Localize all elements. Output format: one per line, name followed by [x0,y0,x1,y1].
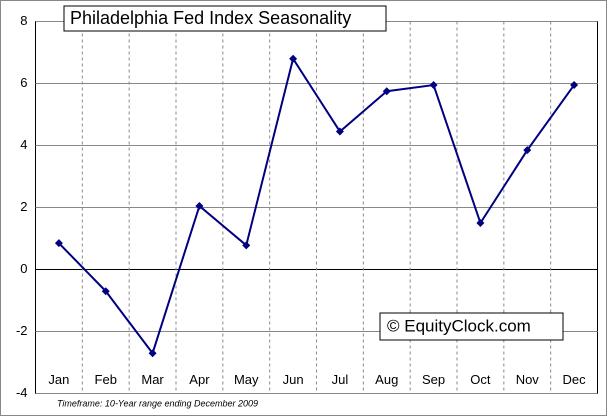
x-tick-label: Sep [422,372,445,387]
grid [35,21,598,394]
annotation: © EquityClock.com [387,316,531,335]
data-point [148,349,157,358]
x-tick-label: Jan [48,372,69,387]
marks [54,54,579,358]
data-point [476,219,485,227]
chart-title: Philadelphia Fed Index Seasonality [70,8,351,28]
y-tick-label: 6 [20,75,27,90]
x-tick-label: Aug [375,372,398,387]
data-point [54,239,63,248]
series-line [58,56,575,356]
data-point [429,81,438,90]
y-tick-label: 8 [20,13,27,28]
x-tick-label: May [234,372,259,387]
data-point [335,127,344,136]
y-tick-label: 2 [20,199,27,214]
x-tick-label: Oct [470,372,491,387]
y-tick-label: 0 [20,261,27,276]
data-point [382,87,391,96]
x-tick-label: Dec [563,372,587,387]
y-tick-label: -2 [16,323,28,338]
x-tick-label: Nov [516,372,540,387]
data-point [242,241,251,250]
data-point [195,201,204,210]
x-tick-label: Jun [283,372,304,387]
x-tick-label: Apr [189,372,210,387]
data-point [289,54,298,63]
data-point [570,81,579,90]
title-box [63,5,387,32]
data-point [523,146,532,155]
x-tick-label: Jul [332,372,349,387]
x-tick-label: Feb [95,372,117,387]
footnote: Timeframe: 10-Year range ending December… [57,398,258,408]
y-tick-label: -4 [16,385,28,400]
data-point [101,287,110,296]
annotation-box [379,312,564,341]
y-tick-label: 4 [20,137,27,152]
x-tick-label: Mar [141,372,164,387]
